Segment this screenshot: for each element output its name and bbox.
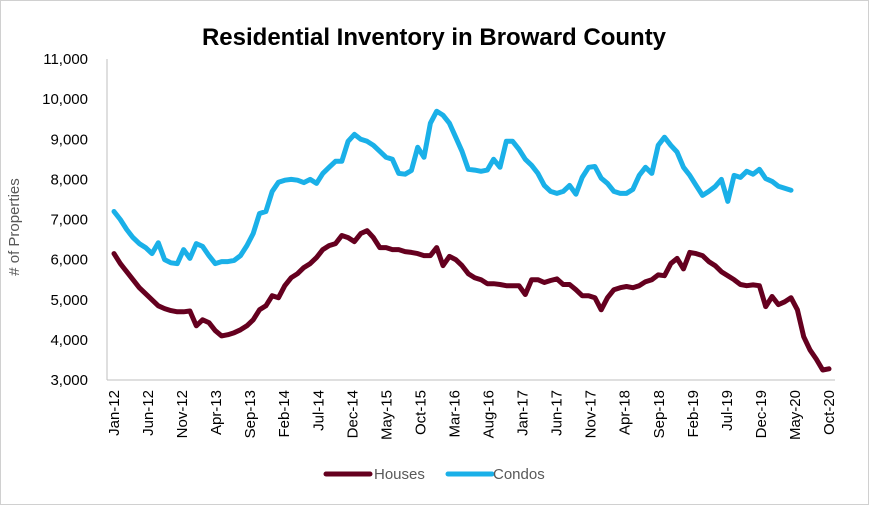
x-tick-label: Oct-15 [412, 390, 429, 435]
y-tick-label: 7,000 [50, 212, 88, 229]
x-tick-label: Apr-18 [617, 390, 634, 435]
x-tick-label: Feb-14 [276, 390, 293, 438]
y-tick-label: 6,000 [50, 252, 88, 269]
x-tick-label: Oct-20 [821, 390, 838, 435]
series-lines [111, 108, 832, 373]
x-tick-label: Jun-12 [140, 390, 157, 436]
x-tick-label: Sep-18 [651, 390, 668, 438]
x-tick-label: May-20 [787, 390, 804, 440]
legend: Houses Condos [323, 466, 545, 483]
y-tick-label: 9,000 [50, 131, 88, 148]
x-tick-label: Dec-14 [344, 390, 361, 438]
x-tick-labels: Jan-12 Jun-12 Nov-12 Apr-13 Sep-13 Feb-14 Jul-… [106, 390, 838, 440]
y-tick-label: 11,000 [43, 51, 88, 68]
x-tick-label: Jun-17 [549, 390, 566, 436]
chart-title: Residential Inventory in Broward County [202, 24, 667, 51]
x-tick-label: Jul-14 [310, 390, 327, 431]
x-tick-label: Aug-16 [481, 390, 498, 438]
legend-condos-label: Condos [493, 466, 545, 483]
y-tick-labels: 3,000 4,000 5,000 6,000 7,000 8,000 9,000 10,00… [42, 51, 88, 389]
x-tick-label: Mar-16 [446, 390, 463, 438]
y-tick-label: 8,000 [50, 171, 88, 188]
x-tick-label: Jul-19 [719, 390, 736, 431]
y-tick-label: 5,000 [50, 292, 88, 309]
x-tick-label: Jan-17 [515, 390, 532, 436]
y-tick-label: 10,000 [42, 91, 88, 108]
x-tick-label: Nov-12 [174, 390, 191, 438]
x-tick-label: Apr-13 [208, 390, 225, 435]
x-tick-label: Dec-19 [753, 390, 770, 438]
y-tick-label: 3,000 [50, 372, 88, 389]
x-tick-label: Feb-19 [685, 390, 702, 438]
y-tick-label: 4,000 [50, 332, 88, 349]
x-tick-label: May-15 [378, 390, 395, 440]
y-axis-title: # of Properties [6, 178, 23, 276]
legend-houses-label: Houses [374, 466, 425, 483]
x-tick-label: Jan-12 [106, 390, 123, 436]
series-line-condos [111, 108, 794, 267]
x-tick-label: Sep-13 [242, 390, 259, 438]
series-line-houses [111, 228, 832, 373]
x-tick-label: Nov-17 [583, 390, 600, 438]
